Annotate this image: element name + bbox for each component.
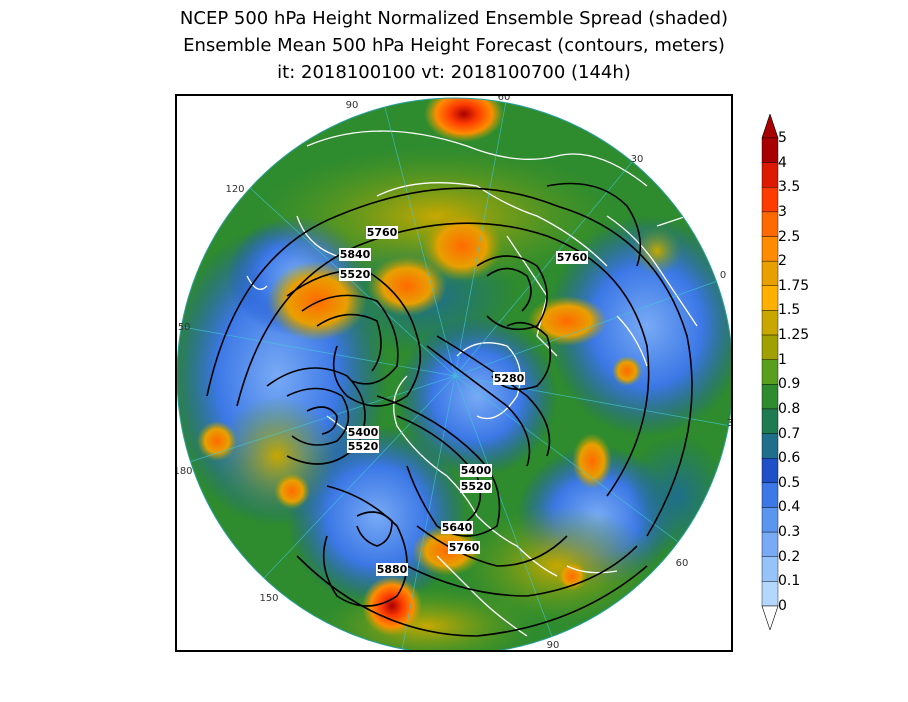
colorbar-label: 3.5 <box>778 179 801 196</box>
colorbar-swatch <box>761 433 779 459</box>
coastlines <box>246 130 718 637</box>
contour-label: 5760 <box>367 226 398 239</box>
colorbar-swatch <box>761 236 779 262</box>
colorbar-swatch <box>761 556 779 582</box>
colorbar-swatch <box>761 334 779 360</box>
colorbar-swatch <box>761 507 779 533</box>
longitude-label: 180 <box>177 466 193 477</box>
colorbar-label: 0.3 <box>778 524 801 541</box>
polar-stereographic-map: 5760 5760 5840 5520 5280 5400 5520 5400 5520 5640… <box>171 92 739 663</box>
colorbar-swatch <box>761 482 779 508</box>
colorbar-label: 1.75 <box>778 277 810 294</box>
shaded-spread-field: 5760576058405520528054005520540055205640… <box>177 98 733 654</box>
colorbar-top-arrow <box>761 113 779 139</box>
longitude-label: 30 <box>631 154 644 165</box>
colorbar-label: 0.6 <box>778 450 801 467</box>
colorbar-swatch <box>761 458 779 484</box>
longitude-label: 90 <box>346 100 359 111</box>
colorbar-swatch <box>761 137 779 163</box>
contour-label: 5880 <box>377 563 408 576</box>
contour-label-bg <box>347 426 379 439</box>
colorbar-swatch <box>761 211 779 237</box>
contour-label: 5640 <box>442 521 473 534</box>
longitude-label: 120 <box>225 184 244 195</box>
longitude-label: 60 <box>498 96 511 103</box>
colorbar-label: 0.8 <box>778 400 801 417</box>
contour-label: 5840 <box>340 248 371 261</box>
map-svg: 5760576058405520528054005520540055205640… <box>171 92 739 663</box>
contour-label: 5400 <box>348 426 379 439</box>
chart-title-line-3: it: 2018100100 vt: 2018100700 (144h) <box>277 62 631 83</box>
contour-label: 5280 <box>494 372 525 385</box>
contour-label-bg <box>339 248 371 261</box>
contour-label-bg <box>448 541 480 554</box>
longitude-label: 150 <box>259 593 278 604</box>
colorbar-label: 4 <box>778 154 787 171</box>
colorbar-label: 3 <box>778 203 787 220</box>
contour-label-bg <box>347 440 379 453</box>
colorbar-bottom-arrow <box>761 605 779 631</box>
colorbar-svg <box>761 113 779 631</box>
colorbar-label: 0.9 <box>778 376 801 393</box>
contour-label: 5520 <box>461 480 492 493</box>
colorbar-swatch <box>761 310 779 336</box>
colorbar-label: 0.4 <box>778 499 801 516</box>
contour-label-bg <box>339 268 371 281</box>
chart-title-line-2: Ensemble Mean 500 hPa Height Forecast (c… <box>183 35 725 56</box>
colorbar-swatch <box>761 531 779 557</box>
contour-label-bg <box>441 521 473 534</box>
longitude-label: 30 <box>727 418 731 429</box>
colorbar-label: 1.25 <box>778 327 810 344</box>
colorbar-swatch <box>761 260 779 286</box>
colorbar-swatch <box>761 384 779 410</box>
colorbar-label: 2.5 <box>778 228 801 245</box>
colorbar-swatch <box>761 359 779 385</box>
colorbar-swatch <box>761 408 779 434</box>
contour-label-bg <box>366 226 398 239</box>
colorbar-swatch <box>761 581 779 607</box>
colorbar-label: 0.1 <box>778 573 801 590</box>
colorbar-label: 1 <box>778 351 787 368</box>
height-contours <box>206 182 693 637</box>
colorbar <box>758 113 818 631</box>
contour-labels: 5760576058405520528054005520540055205640… <box>339 226 588 576</box>
colorbar-label: 0.7 <box>778 425 801 442</box>
contour-label: 5760 <box>557 251 588 264</box>
colorbar-swatch <box>761 285 779 311</box>
contour-label: 5760 <box>449 541 480 554</box>
colorbar-swatch <box>761 187 779 213</box>
colorbar-label: 5 <box>778 130 787 146</box>
contour-label: 5520 <box>348 440 379 453</box>
colorbar-label: 0.2 <box>778 548 801 565</box>
longitude-label: 90 <box>547 640 560 650</box>
colorbar-label: 0.5 <box>778 474 801 491</box>
contour-label: 5400 <box>461 464 492 477</box>
chart-title-line-1: NCEP 500 hPa Height Normalized Ensemble … <box>179 8 729 29</box>
contour-label-bg <box>460 464 492 477</box>
colorbar-label: 1.5 <box>778 302 801 319</box>
longitude-label: 150 <box>177 322 191 333</box>
colorbar-label: 0 <box>778 598 787 614</box>
colorbar-label: 2 <box>778 253 787 270</box>
contour-label-bg <box>460 480 492 493</box>
colorbar-swatch <box>761 162 779 188</box>
contour-label: 5520 <box>340 268 371 281</box>
contour-label-bg <box>556 251 588 264</box>
contour-label-bg <box>376 563 408 576</box>
longitude-label: 0 <box>720 270 726 281</box>
contour-label-bg <box>493 372 525 385</box>
longitude-label: 60 <box>676 558 689 569</box>
